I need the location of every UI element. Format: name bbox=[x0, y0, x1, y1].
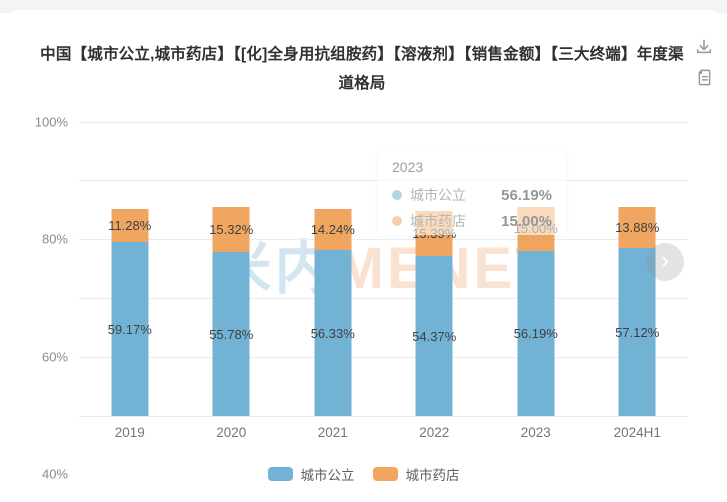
legend-label: 城市药店 bbox=[405, 468, 460, 483]
bar-segment[interactable]: 15.32% bbox=[209, 206, 253, 253]
bar-stack: 14.24% 56.33% bbox=[311, 208, 355, 416]
bar-columns: 11.28% 59.17% 2019 15.32% 55.78% 2020 14.24% 56… bbox=[79, 122, 689, 440]
series-dot-icon bbox=[392, 216, 402, 226]
download-icon[interactable] bbox=[694, 37, 714, 57]
tooltip-title: 2023 bbox=[392, 159, 424, 175]
bar-value-label: 56.33% bbox=[310, 325, 355, 341]
y-axis-tick: 80% bbox=[41, 231, 68, 247]
bar-segment[interactable]: 57.12% bbox=[615, 248, 659, 416]
bar-value-label: 14.24% bbox=[310, 221, 355, 237]
bar-value-label: 54.37% bbox=[412, 328, 457, 344]
tooltip-series-label: 城市药店 bbox=[410, 213, 466, 229]
page-background-strip bbox=[0, 0, 727, 13]
grid-line: 100% bbox=[35, 114, 688, 129]
chart-toolbar bbox=[694, 37, 714, 87]
tooltip-series-label: 城市公立 bbox=[410, 187, 466, 203]
bar-column: 11.28% 59.17% 2019 bbox=[79, 122, 181, 440]
bar-segment[interactable]: 56.19% bbox=[514, 250, 558, 416]
tooltip-row: 城市公立 56.19% bbox=[392, 182, 552, 208]
bar-segment[interactable]: 59.17% bbox=[108, 242, 152, 416]
carousel-next-button[interactable]: › bbox=[646, 243, 684, 281]
legend-item[interactable]: 城市药店 bbox=[372, 464, 460, 484]
bar-value-label: 55.78% bbox=[209, 326, 254, 342]
tooltip-row: 城市药店 15.00% bbox=[392, 208, 552, 234]
bar-segment[interactable]: 55.78% bbox=[209, 252, 253, 416]
y-axis-tick: 60% bbox=[41, 349, 68, 365]
bar-value-label: 59.17% bbox=[107, 321, 152, 337]
legend-swatch bbox=[372, 467, 398, 481]
x-axis-label: 2021 bbox=[317, 425, 348, 440]
bar-segment[interactable]: 56.33% bbox=[311, 250, 355, 416]
bar-column: 13.88% 57.12% 2024H1 bbox=[587, 122, 689, 440]
bar-value-label: 57.12% bbox=[615, 324, 660, 340]
x-axis-label: 2023 bbox=[520, 425, 551, 440]
chart-tooltip: 2023 城市公立 56.19% 城市药店 15.00% bbox=[378, 149, 566, 235]
tooltip-series-value: 56.19% bbox=[501, 186, 552, 204]
chart-title: 中国【城市公立,城市药店】【[化]全身用抗组胺药】【溶液剂】【销售金额】【三大终… bbox=[40, 46, 684, 92]
bar-stack: 15.00%56.19% bbox=[514, 206, 558, 416]
bar-segment[interactable]: 13.88% bbox=[615, 207, 659, 249]
x-axis-label: 2019 bbox=[114, 425, 145, 440]
bar-column: 15.32% 55.78% 2020 bbox=[181, 122, 283, 440]
bar-stack: 13.88% 57.12% bbox=[615, 207, 659, 416]
grid-line: 20% bbox=[79, 356, 688, 358]
bar-stack: 11.28% 59.17% bbox=[108, 208, 152, 416]
y-axis-tick: 100% bbox=[34, 114, 68, 129]
bar-value-label: 11.28% bbox=[108, 217, 152, 233]
chart-legend: 城市公立 城市药店 bbox=[0, 464, 727, 484]
grid-line: 60% bbox=[42, 239, 688, 364]
bar-segment[interactable]: 14.24% bbox=[311, 208, 355, 251]
bar-stack: 15.39%54.37% bbox=[412, 210, 456, 416]
grid-line: 0% bbox=[79, 415, 688, 417]
x-axis-label: 2024H1 bbox=[613, 425, 661, 440]
legend-item[interactable]: 城市公立 bbox=[267, 464, 355, 484]
report-icon[interactable] bbox=[695, 68, 714, 87]
x-axis-label: 2020 bbox=[216, 425, 247, 440]
tooltip-series-value: 15.00% bbox=[501, 212, 552, 230]
bar-value-label: 56.19% bbox=[513, 325, 558, 341]
legend-label: 城市公立 bbox=[300, 468, 355, 483]
grid-line: 40% bbox=[42, 297, 688, 482]
bar-segment[interactable]: 11.28% bbox=[108, 208, 152, 243]
bar-segment[interactable]: 54.37% bbox=[412, 256, 456, 416]
x-axis-label: 2022 bbox=[419, 425, 450, 440]
plot-area: 米内MENET 0%20%40%60%80%100% 11.28%59.17%2… bbox=[35, 114, 689, 482]
bar-value-label: 13.88% bbox=[615, 220, 660, 236]
bar-column: 14.24% 56.33% 2021 bbox=[282, 122, 384, 440]
bar-value-label: 15.32% bbox=[209, 222, 254, 237]
series-dot-icon bbox=[392, 190, 402, 200]
legend-swatch bbox=[267, 467, 293, 481]
bar-stack: 15.32% 55.78% bbox=[209, 206, 253, 416]
y-axis-tick: 40% bbox=[41, 466, 68, 482]
